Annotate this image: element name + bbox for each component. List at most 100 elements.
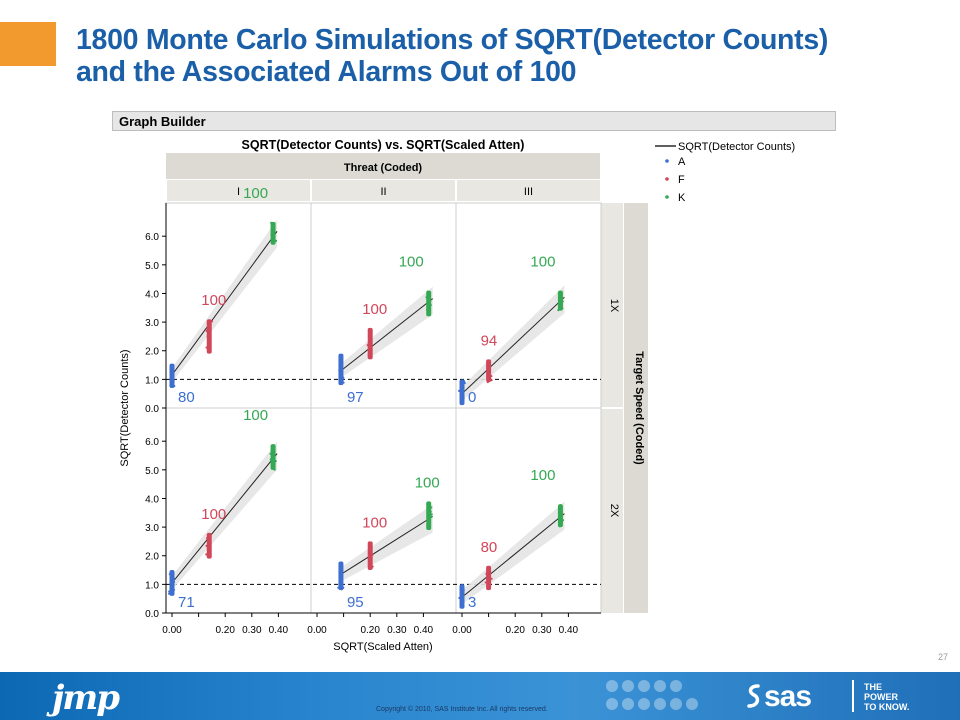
data-point-F (486, 380, 489, 384)
data-point-K (426, 308, 429, 311)
alarm-count-F: 100 (201, 506, 226, 523)
column-header-II (312, 180, 455, 201)
slide-title-line-2: and the Associated Alarms Out of 100 (76, 56, 577, 88)
data-point-A (340, 568, 343, 571)
data-point-F (206, 335, 209, 338)
data-point-K (270, 228, 273, 231)
slide-title-line-1: 1800 Monte Carlo Simulations of SQRT(Det… (76, 24, 829, 56)
point-cluster-K (426, 501, 432, 530)
data-point-A (342, 376, 345, 379)
legend-marker-K (665, 195, 669, 199)
point-cluster-F (206, 319, 212, 354)
data-point-K (558, 525, 561, 528)
fit-line (461, 513, 565, 598)
chart-title: SQRT(Detector Counts) vs. SQRT(Scaled At… (242, 138, 525, 152)
fit-line (461, 296, 565, 395)
data-point-A (338, 366, 342, 369)
y-tick-label: 3.0 (145, 523, 159, 534)
data-point-F (205, 346, 208, 349)
data-point-K (429, 303, 432, 307)
data-point-K (430, 513, 433, 516)
column-label-III: III (524, 186, 533, 198)
data-point-F (208, 333, 211, 336)
alarm-count-A: 3 (468, 594, 476, 611)
data-point-K (561, 307, 564, 310)
data-point-A (172, 379, 175, 383)
legend-label-K: K (678, 192, 686, 204)
data-point-K (557, 309, 560, 312)
footer-banner: jmp Copyright © 2010, SAS Institute Inc.… (0, 672, 960, 720)
data-point-K (561, 519, 564, 522)
data-point-K (559, 297, 562, 300)
point-cluster-F (486, 359, 492, 383)
data-point-F (484, 581, 487, 584)
y-axis-label: SQRT(Detector Counts) (119, 349, 131, 466)
y-tick-label: 0.0 (145, 609, 159, 620)
data-point-A (338, 369, 341, 372)
alarm-count-A: 80 (178, 389, 195, 406)
data-point-K (273, 457, 276, 460)
alarm-count-F: 100 (362, 514, 387, 531)
data-point-A (338, 372, 342, 376)
data-point-A (462, 589, 465, 592)
data-point-F (369, 549, 372, 553)
data-point-F (370, 334, 373, 337)
point-cluster-F (486, 565, 492, 591)
logo-divider (852, 680, 854, 712)
y-tick-label: 3.0 (145, 318, 159, 329)
alarm-count-K: 100 (415, 474, 440, 491)
sas-tagline: THE POWER TO KNOW. (864, 682, 909, 712)
data-point-A (338, 581, 342, 584)
data-point-K (425, 296, 428, 299)
data-point-A (169, 384, 172, 387)
data-point-A (337, 586, 340, 589)
confidence-band (340, 504, 433, 582)
graph-builder-header[interactable]: Graph Builder (112, 111, 836, 131)
panel-1X-I (165, 202, 312, 409)
alarm-count-A: 97 (347, 389, 364, 406)
data-point-F (210, 320, 214, 323)
data-point-F (368, 556, 371, 559)
data-point-A (462, 397, 465, 400)
data-point-K (560, 295, 563, 298)
graph-builder-label: Graph Builder (119, 114, 206, 129)
data-point-K (270, 233, 273, 236)
y-tick-label: 6.0 (145, 437, 159, 448)
y-tick-label: 0.0 (145, 404, 159, 415)
data-point-K (430, 506, 433, 509)
data-point-K (558, 512, 561, 515)
x-tick-label: 0.00 (307, 625, 327, 636)
data-point-A (170, 376, 174, 379)
data-point-K (561, 300, 564, 303)
alarm-count-F: 100 (362, 301, 387, 318)
y-tick-label: 1.0 (145, 375, 159, 386)
data-point-A (461, 384, 464, 387)
data-point-F (205, 537, 209, 540)
x-tick-label: 0.20 (360, 625, 380, 636)
legend-line-label: SQRT(Detector Counts) (678, 141, 795, 153)
y-tick-label: 5.0 (145, 261, 159, 272)
point-cluster-K (426, 290, 432, 317)
data-point-F (487, 367, 490, 370)
x-tick-label: 0.30 (532, 625, 552, 636)
data-point-F (368, 356, 371, 359)
data-point-F (486, 376, 490, 379)
data-point-A (460, 395, 463, 398)
column-header-I (167, 180, 310, 201)
data-point-A (168, 592, 171, 595)
data-point-F (205, 544, 208, 547)
panel-2X-II (310, 407, 457, 614)
x-tick-label: 0.00 (452, 625, 472, 636)
x-tick-label: 0.40 (269, 625, 289, 636)
data-point-F (368, 553, 371, 557)
fit-line (171, 231, 278, 376)
row-group-header (624, 203, 648, 613)
data-point-F (369, 336, 373, 339)
confidence-band (172, 219, 278, 383)
x-tick-label: 0.40 (559, 625, 579, 636)
data-point-F (487, 584, 490, 587)
point-cluster-A (338, 353, 344, 386)
data-point-F (368, 339, 371, 342)
x-tick-label: 0.00 (162, 625, 182, 636)
confidence-band (172, 441, 278, 590)
